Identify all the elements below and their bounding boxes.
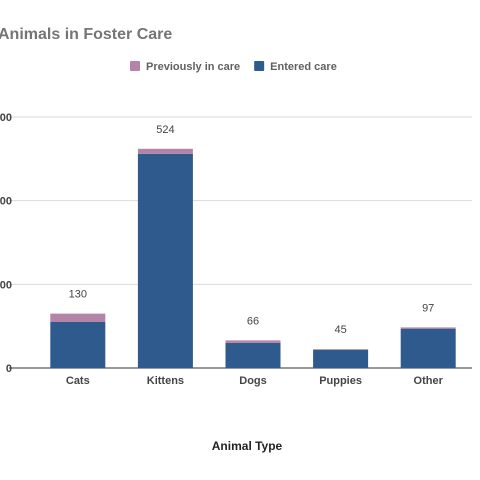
legend-swatch <box>254 61 265 71</box>
total-data-label: 45 <box>334 324 346 336</box>
total-data-label: 524 <box>156 124 174 136</box>
bar-previously-in-care-dogs <box>225 340 281 343</box>
total-data-label: 130 <box>69 289 87 301</box>
x-axis-title: Animal Type <box>212 439 283 453</box>
x-tick-label: Puppies <box>319 375 362 387</box>
data-labels: 130 524 66 45 97 <box>69 124 435 336</box>
legend-swatch <box>130 61 140 71</box>
x-tick-label: Cats <box>66 375 90 387</box>
chart-title: Animals in Foster Care <box>0 26 172 43</box>
y-tick-label: 600 <box>0 112 12 124</box>
legend: Previously in care Entered care <box>130 61 337 73</box>
bar-entered-care-other <box>400 328 456 368</box>
legend-label: Previously in care <box>146 61 240 73</box>
y-tick-label: 400 <box>0 196 12 208</box>
bars <box>50 148 456 368</box>
x-tick-label: Kittens <box>147 375 184 387</box>
x-axis-ticks: Cats Kittens Dogs Puppies Other <box>66 375 444 387</box>
bar-entered-care-kittens <box>137 153 193 368</box>
y-tick-label: 200 <box>0 279 12 291</box>
total-data-label: 66 <box>247 315 259 327</box>
bar-previously-in-care-other <box>400 327 456 329</box>
bar-previously-in-care-kittens <box>137 148 193 154</box>
total-data-label: 97 <box>422 302 434 314</box>
x-tick-label: Dogs <box>239 375 267 387</box>
bar-entered-care-puppies <box>313 350 369 368</box>
bar-entered-care-cats <box>50 321 106 368</box>
y-tick-label: 0 <box>6 363 12 375</box>
y-axis-ticks: 0 200 400 600 <box>0 112 12 375</box>
bar-previously-in-care-puppies <box>313 349 369 351</box>
bar-previously-in-care-cats <box>50 313 106 322</box>
x-tick-label: Other <box>414 375 444 387</box>
legend-label: Entered care <box>270 61 337 73</box>
bar-entered-care-dogs <box>225 342 281 368</box>
